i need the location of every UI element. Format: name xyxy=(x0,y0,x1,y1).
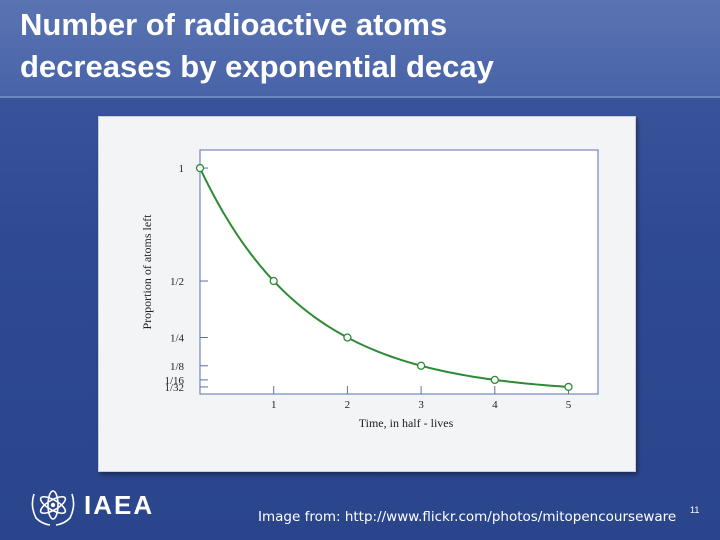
decay-chart: 1 1/2 1/4 1/8 1/161/32 1 2 3 4 5 Proportion of a… xyxy=(140,149,599,430)
page-number: 11 xyxy=(690,505,700,515)
data-points xyxy=(195,163,573,392)
y-tick-label-3: 1/8 xyxy=(170,361,185,373)
data-point-3 xyxy=(416,361,426,370)
y-axis-ticks: 1 1/2 1/4 1/8 1/161/32 xyxy=(164,163,208,394)
chart-card: 1 1/2 1/4 1/8 1/16 1/32 1 2 3 4 5 Proportion of a… xyxy=(98,116,636,472)
title-band xyxy=(0,0,720,96)
iaea-logo-icon xyxy=(31,490,75,526)
slide-title: Number of radioactive atoms decreases by… xyxy=(20,4,710,88)
x-tick-label-1: 2 xyxy=(345,399,351,411)
x-axis-ticks: 1 2 3 4 5 xyxy=(271,386,572,411)
y-tick-label-4: 1/16 xyxy=(164,375,184,387)
x-axis-title: Time, in half - lives xyxy=(359,416,454,430)
data-point-1 xyxy=(269,276,278,286)
plot-frame xyxy=(199,149,599,395)
x-tick-label-2: 3 xyxy=(418,399,424,411)
slide-title-line-1: Number of radioactive atoms xyxy=(20,7,448,42)
y-tick-label-0: 1 xyxy=(179,163,185,175)
y-tick-label-5: 1/32 xyxy=(164,382,184,394)
y-tick-label-2: 1/4 xyxy=(170,333,185,345)
data-point-0 xyxy=(195,163,205,173)
slide-title-line-2: decreases by exponential decay xyxy=(20,49,494,84)
title-divider xyxy=(0,96,720,98)
y-tick-label-1: 1/2 xyxy=(170,276,184,288)
x-tick-label-3: 4 xyxy=(492,399,498,411)
y-axis-title: Proportion of atoms left xyxy=(140,214,154,330)
data-point-5 xyxy=(564,382,573,392)
image-source-credit: Image from: http://www.flickr.com/photos… xyxy=(258,509,677,525)
data-point-2 xyxy=(343,333,352,342)
decay-curve xyxy=(199,167,569,388)
x-tick-label-4: 5 xyxy=(566,399,572,411)
logo-text: IAEA xyxy=(84,490,155,520)
x-tick-label-0: 1 xyxy=(271,399,277,411)
data-point-4 xyxy=(490,375,499,385)
